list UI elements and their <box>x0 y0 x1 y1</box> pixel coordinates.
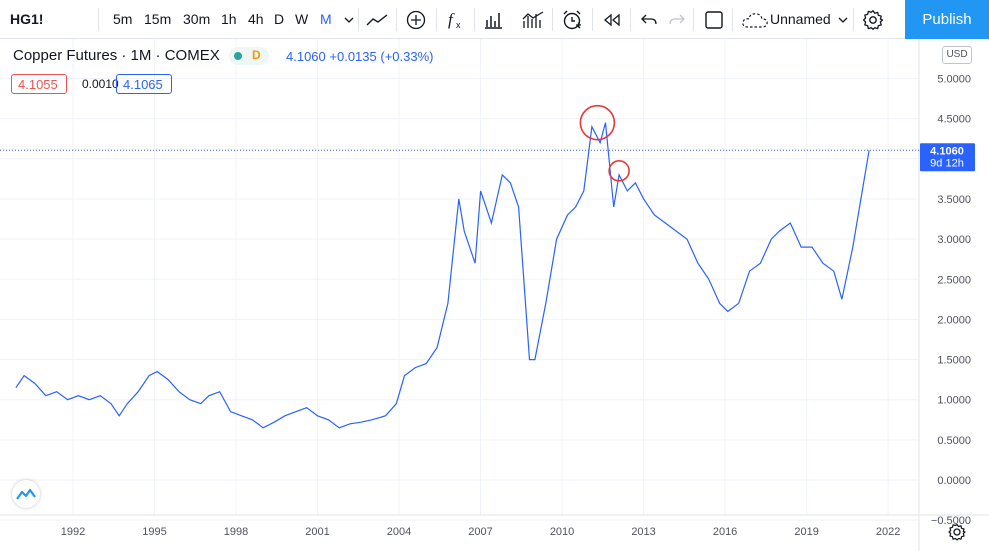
price-tick-label: 3.0000 <box>937 234 971 246</box>
chevron-down-icon[interactable] <box>336 7 362 33</box>
layout-name-label[interactable]: Unnamed <box>770 11 831 27</box>
last-price-tag: 4.1060 9d 12h <box>920 143 975 172</box>
time-tick-label: 2013 <box>631 526 655 538</box>
toolbar-divider <box>853 8 854 31</box>
price-tick-label: 4.5000 <box>937 114 971 126</box>
time-tick-label: 2001 <box>305 526 329 538</box>
price-series-line <box>15 122 870 429</box>
time-tick-label: 2007 <box>468 526 492 538</box>
last-price-label: 4.1060 <box>930 145 964 157</box>
interval-15m-button[interactable]: 15m <box>144 11 172 27</box>
bar-chart-icon[interactable] <box>480 7 506 33</box>
axis-settings-gear-icon[interactable] <box>948 523 966 541</box>
tradingview-logo-icon[interactable] <box>12 480 40 508</box>
interval-1h-button[interactable]: 1h <box>221 11 237 27</box>
delayed-data-label: D <box>252 48 261 62</box>
legend-last-price: 4.1060 <box>286 49 326 64</box>
toolbar-divider <box>552 8 553 31</box>
legend-change: +0.0135 <box>329 49 377 64</box>
toolbar-divider <box>474 8 475 31</box>
time-tick-label: 1995 <box>142 526 166 538</box>
cloud-icon[interactable] <box>740 7 770 33</box>
settings-gear-icon[interactable] <box>860 7 886 33</box>
fullscreen-icon[interactable] <box>701 7 727 33</box>
time-tick-label: 2004 <box>387 526 411 538</box>
annotation-circle[interactable] <box>579 104 616 141</box>
svg-text:f: f <box>448 10 455 29</box>
legend-values: 4.1060 +0.0135 (+0.33%) <box>286 49 434 64</box>
toolbar-divider <box>732 8 733 31</box>
currency-label[interactable]: USD <box>942 46 972 64</box>
chevron-down-icon[interactable] <box>830 7 856 33</box>
market-open-dot-icon <box>234 52 242 60</box>
svg-text:x: x <box>456 20 461 30</box>
price-tick-label: 1.0000 <box>937 395 971 407</box>
undo-icon[interactable] <box>636 7 662 33</box>
time-tick-label: 2022 <box>876 526 900 538</box>
price-tick-label: 2.5000 <box>937 274 971 286</box>
toolbar-divider <box>396 8 397 31</box>
add-compare-icon[interactable] <box>403 7 429 33</box>
toolbar-divider <box>358 8 359 31</box>
chart-canvas[interactable]: 5.00004.50004.00003.50003.00002.50002.00… <box>0 39 989 551</box>
price-tick-label: −0.5000 <box>931 515 971 527</box>
countdown-label: 9d 12h <box>930 157 964 169</box>
price-tick-label: 5.0000 <box>937 74 971 86</box>
time-tick-label: 1992 <box>61 526 85 538</box>
redo-icon[interactable] <box>664 7 690 33</box>
interval-30m-button[interactable]: 30m <box>183 11 211 27</box>
toolbar-divider <box>436 8 437 31</box>
symbol-search-button[interactable]: HG1! <box>10 11 44 27</box>
price-axis-labels: 5.00004.50004.00003.50003.00002.50002.00… <box>931 74 971 528</box>
spread-value: 0.0010 <box>82 77 119 91</box>
price-tick-label: 2.0000 <box>937 314 971 326</box>
ask-price-box[interactable]: 4.1065 <box>116 74 172 94</box>
interval-4h-button[interactable]: 4h <box>248 11 264 27</box>
chart-grid <box>0 39 919 521</box>
interval-m-button[interactable]: M <box>320 11 332 27</box>
time-axis-labels: 1992 1995 1998 2001 2004 2007 2010 2013 2016 2019… <box>61 526 901 538</box>
annotation-layer <box>579 104 630 182</box>
interval-5m-button[interactable]: 5m <box>113 11 133 27</box>
toolbar-divider <box>592 8 593 31</box>
time-tick-label: 1998 <box>224 526 248 538</box>
time-tick-label: 2019 <box>794 526 818 538</box>
price-tick-label: 0.0000 <box>937 475 971 487</box>
annotation-circle[interactable] <box>608 160 630 182</box>
publish-button[interactable]: Publish <box>905 0 989 39</box>
toolbar-divider <box>630 8 631 31</box>
toolbar-divider <box>693 8 694 31</box>
alert-clock-icon[interactable] <box>559 7 585 33</box>
price-tick-label: 0.5000 <box>937 435 971 447</box>
interval-d-button[interactable]: D <box>274 11 285 27</box>
legend-title: Copper Futures · 1M · COMEX <box>13 47 220 64</box>
replay-icon[interactable] <box>599 7 625 33</box>
time-tick-label: 2010 <box>550 526 574 538</box>
price-tick-label: 3.5000 <box>937 194 971 206</box>
market-status-badge[interactable]: D <box>229 47 269 65</box>
bid-price-box[interactable]: 4.1055 <box>11 74 67 94</box>
interval-w-button[interactable]: W <box>295 11 309 27</box>
templates-icon[interactable] <box>520 7 546 33</box>
toolbar-divider <box>98 8 99 31</box>
price-tick-label: 1.5000 <box>937 355 971 367</box>
legend-change-pct: (+0.33%) <box>380 49 434 64</box>
line-chart-icon[interactable] <box>364 7 390 33</box>
time-tick-label: 2016 <box>713 526 737 538</box>
